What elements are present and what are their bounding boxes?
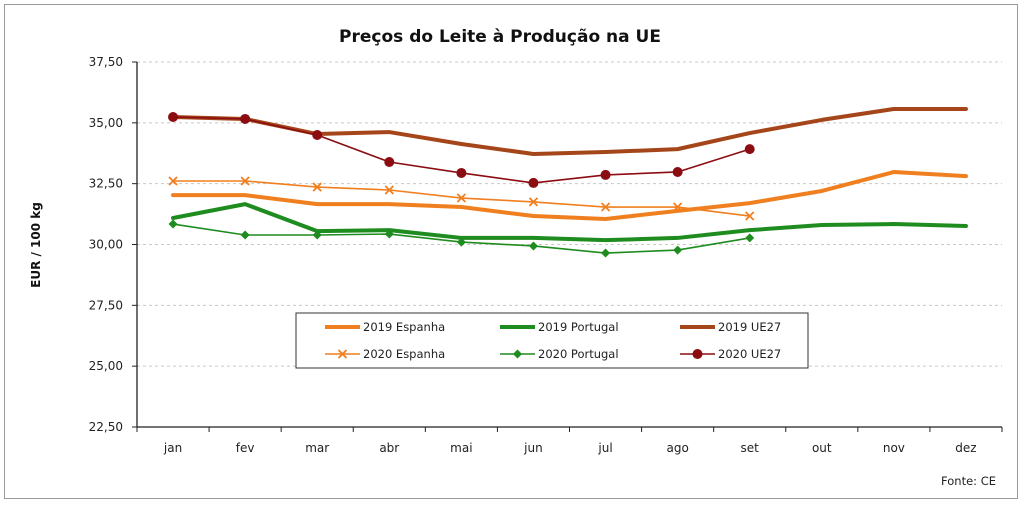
- legend-item: 2019 Portugal: [500, 320, 619, 334]
- circle-marker: [528, 177, 539, 188]
- circle-marker: [600, 169, 611, 180]
- circle-marker: [168, 111, 179, 122]
- legend-label: 2019 Espanha: [363, 320, 445, 334]
- series-2020-espanha: [168, 176, 755, 221]
- diamond-marker: [745, 233, 755, 243]
- legend-item: 2020 Portugal: [500, 347, 619, 361]
- x-marker: [745, 211, 755, 221]
- circle-marker: [692, 349, 703, 359]
- series-line: [171, 202, 968, 243]
- x-tick-label-set: set: [741, 441, 760, 455]
- legend-item: 2019 Espanha: [325, 320, 445, 334]
- series-line: [171, 106, 968, 156]
- y-tick-label: 32,50: [89, 177, 123, 191]
- x-marker: [312, 182, 322, 192]
- circle-marker: [384, 157, 395, 168]
- circle-marker: [240, 113, 251, 124]
- legend-label: 2020 Espanha: [363, 347, 445, 361]
- y-axis-ticks: 22,50 25,00 27,50 30,00 32,50 35,00 37,50: [89, 55, 137, 434]
- circle-marker: [456, 167, 467, 178]
- series-2019-portugal: [171, 202, 968, 243]
- diamond-marker: [456, 237, 466, 247]
- x-marker: [168, 176, 178, 186]
- source-note: Fonte: CE: [941, 474, 996, 488]
- diamond-marker: [312, 230, 322, 240]
- x-tick-label-fev: fev: [236, 441, 255, 455]
- chart-frame: [4, 4, 1018, 499]
- x-marker: [600, 202, 611, 212]
- x-marker: [672, 202, 683, 212]
- legend-label: 2020 Portugal: [538, 347, 619, 361]
- circle-marker: [312, 130, 323, 140]
- x-tick-label-out: out: [812, 441, 832, 455]
- x-tick-label-jun: jun: [523, 441, 543, 455]
- y-tick-label: 22,50: [89, 420, 123, 434]
- series-2019-espanha: [171, 169, 968, 221]
- series-line: [171, 169, 968, 221]
- x-marker: [240, 176, 250, 186]
- diamond-marker: [384, 229, 394, 239]
- series-2019-ue27: [171, 106, 968, 156]
- x-tick-label-dez: dez: [955, 441, 976, 455]
- diamond-marker: [528, 241, 538, 251]
- circle-marker: [744, 144, 755, 155]
- x-marker: [337, 349, 348, 359]
- circle-marker: [672, 166, 683, 177]
- x-tick-label-abr: abr: [379, 441, 399, 455]
- y-tick-label: 27,50: [89, 298, 123, 312]
- diamond-marker: [673, 245, 683, 255]
- diamond-marker: [513, 349, 522, 359]
- y-tick-label: 25,00: [89, 359, 123, 373]
- y-axis-label: EUR / 100 kg: [29, 202, 43, 288]
- y-tick-label: 37,50: [89, 55, 123, 69]
- series-2020-ue27: [168, 111, 755, 188]
- chart-title: Preços do Leite à Produção na UE: [339, 27, 661, 47]
- x-marker: [528, 197, 539, 207]
- x-marker: [456, 193, 467, 203]
- legend-item: 2020 Espanha: [325, 347, 445, 361]
- x-tick-label-jul: jul: [597, 441, 612, 455]
- legend-label: 2019 UE27: [718, 320, 781, 334]
- legend-label: 2020 UE27: [718, 347, 781, 361]
- diamond-marker: [601, 248, 611, 258]
- x-tick-label-mar: mar: [305, 441, 329, 455]
- legend-item: 2020 UE27: [680, 347, 781, 361]
- series-group: [168, 106, 968, 258]
- y-tick-label: 30,00: [89, 238, 123, 252]
- legend-item: 2019 UE27: [680, 320, 781, 334]
- x-tick-label-ago: ago: [666, 441, 688, 455]
- x-marker: [384, 185, 394, 195]
- diamond-marker: [240, 230, 250, 240]
- legend-label: 2019 Portugal: [538, 320, 619, 334]
- y-tick-label: 35,00: [89, 116, 123, 130]
- legend: 2019 Espanha 2019 Portugal 2019 UE27 2020 E…: [295, 312, 809, 369]
- x-tick-label-jan: jan: [163, 441, 182, 455]
- x-tick-label-nov: nov: [883, 441, 905, 455]
- series-2020-portugal: [168, 219, 755, 258]
- legend-box: [295, 312, 809, 369]
- x-axis-ticks: jan fev mar abr mai jun jul ago set out nov dez: [136, 427, 1003, 455]
- x-tick-label-mai: mai: [450, 441, 472, 455]
- diamond-marker: [168, 219, 178, 229]
